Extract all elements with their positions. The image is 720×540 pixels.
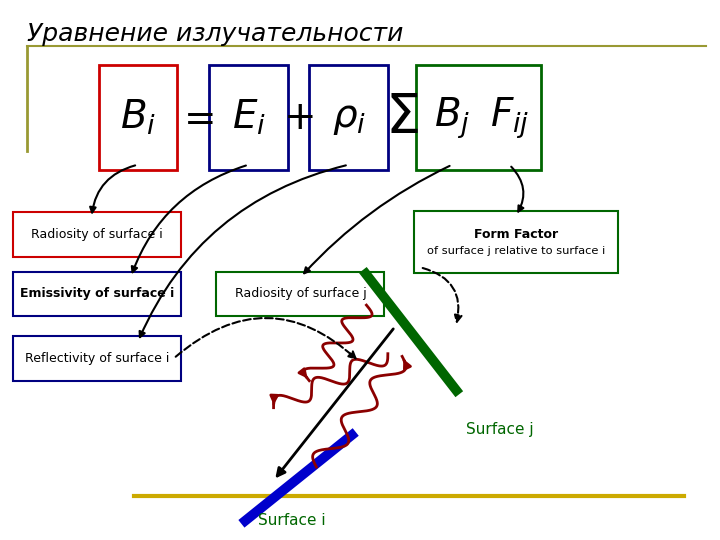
Text: of surface j relative to surface i: of surface j relative to surface i [426,246,605,255]
Text: $B_j$: $B_j$ [434,95,470,140]
Text: $\Sigma$: $\Sigma$ [385,91,419,145]
Text: Surface j: Surface j [467,422,534,437]
Text: Radiosity of surface j: Radiosity of surface j [235,287,366,300]
Text: Emissivity of surface i: Emissivity of surface i [20,287,174,300]
FancyBboxPatch shape [210,65,288,170]
Text: $\rho_i$: $\rho_i$ [331,99,366,137]
Text: $B_i$: $B_i$ [120,98,156,137]
Text: Radiosity of surface i: Radiosity of surface i [31,228,163,241]
Text: $F_{ij}$: $F_{ij}$ [490,95,529,140]
FancyBboxPatch shape [99,65,177,170]
Text: $+$: $+$ [283,99,314,137]
FancyBboxPatch shape [13,272,181,316]
FancyBboxPatch shape [310,65,388,170]
Text: Reflectivity of surface i: Reflectivity of surface i [25,352,169,365]
FancyBboxPatch shape [217,272,384,316]
Text: $=$: $=$ [176,99,214,137]
Text: Уравнение излучательности: Уравнение излучательности [27,22,403,45]
Text: Surface i: Surface i [258,513,325,528]
FancyBboxPatch shape [13,212,181,256]
Text: $E_i$: $E_i$ [232,98,266,137]
FancyBboxPatch shape [414,211,618,273]
FancyBboxPatch shape [13,336,181,381]
Text: Form Factor: Form Factor [474,228,558,241]
FancyBboxPatch shape [416,65,541,170]
